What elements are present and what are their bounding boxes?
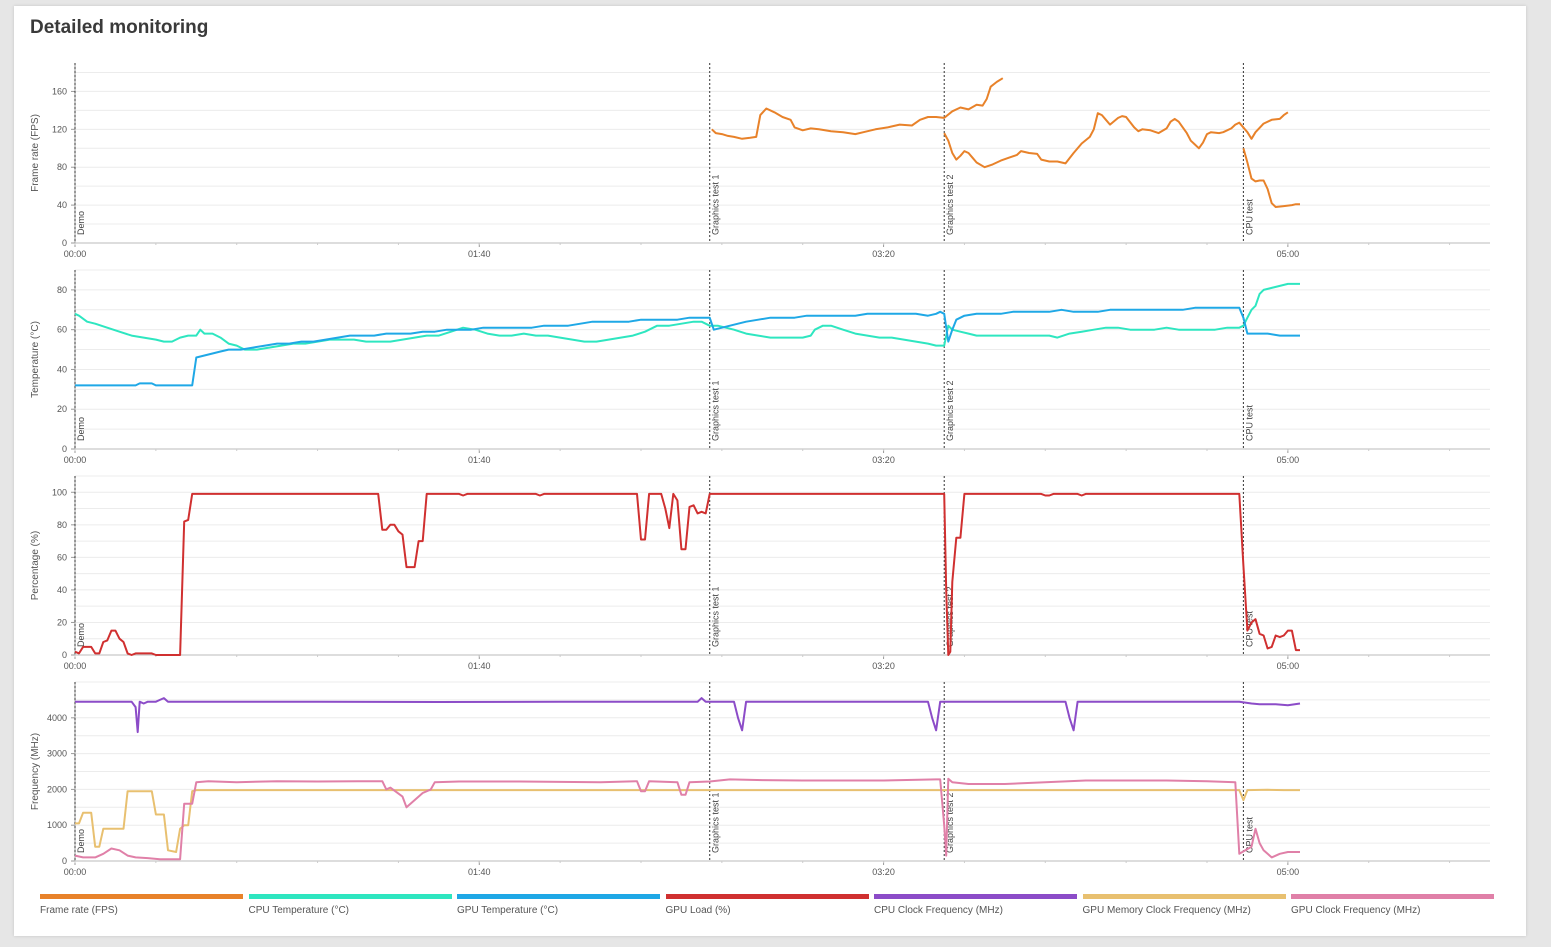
legend-item[interactable]: GPU Memory Clock Frequency (MHz) <box>1082 894 1286 916</box>
legend-swatch <box>457 894 660 899</box>
y-tick-label: 80 <box>57 520 67 530</box>
x-tick-label: 03:20 <box>872 867 895 877</box>
y-tick-label: 2000 <box>47 784 67 794</box>
chart-panel-3: 0 20 40 60 80 100 00:00 01:40 03:20 05:00 Percenta… <box>30 475 1490 671</box>
y-tick-label: 160 <box>52 86 67 96</box>
series-line <box>74 282 1300 351</box>
legend-swatch <box>248 894 452 899</box>
y-tick-label: 20 <box>57 617 67 627</box>
legend-item[interactable]: CPU Temperature (°C) <box>248 894 452 916</box>
legend-item[interactable]: GPU Load (%) <box>665 894 869 916</box>
test-marker-label: Graphics test 2 <box>945 792 955 853</box>
legend-item[interactable]: GPU Clock Frequency (MHz) <box>1291 894 1494 916</box>
y-tick-label: 40 <box>57 585 67 595</box>
x-tick-label: 03:20 <box>872 661 895 671</box>
chart-panel-1: 0 40 80 120 160 00:00 01:40 03:20 05:00 Frame rat… <box>30 63 1490 259</box>
legend-item[interactable]: Frame rate (FPS) <box>40 894 243 916</box>
y-tick-label: 3000 <box>47 749 67 759</box>
y-axis-label: Percentage (%) <box>30 531 41 600</box>
legend-label: GPU Load (%) <box>665 905 731 916</box>
test-marker-label: CPU test <box>1244 404 1254 441</box>
legend-item[interactable]: CPU Clock Frequency (MHz) <box>874 894 1077 916</box>
series-line <box>943 111 1289 169</box>
y-tick-label: 60 <box>57 552 67 562</box>
x-tick-label: 00:00 <box>64 661 87 671</box>
legend-label: CPU Temperature (°C) <box>248 905 350 916</box>
y-tick-label: 0 <box>62 856 67 866</box>
y-tick-label: 120 <box>52 124 67 134</box>
chart-panel-4: 0 1000 2000 3000 4000 00:00 01:40 03:20 05:00 Fre… <box>30 681 1490 877</box>
legend-label: Frame rate (FPS) <box>40 905 118 916</box>
x-tick-label: 05:00 <box>1277 867 1300 877</box>
test-marker-label: CPU test <box>1244 198 1254 235</box>
x-tick-label: 03:20 <box>872 249 895 259</box>
x-tick-label: 01:40 <box>468 661 491 671</box>
legend: Frame rate (FPS) CPU Temperature (°C) GPU … <box>40 894 1500 924</box>
legend-swatch <box>665 894 869 899</box>
y-axis-label: Temperature (°C) <box>30 321 41 398</box>
legend-label: GPU Temperature (°C) <box>457 905 559 916</box>
y-tick-label: 20 <box>57 404 67 414</box>
y-tick-label: 60 <box>57 325 67 335</box>
chart-panel-2: 0 20 40 60 80 00:00 01:40 03:20 05:00 Temperature… <box>30 269 1490 465</box>
series-line <box>75 788 1300 853</box>
test-marker-label: Graphics test 1 <box>711 174 721 235</box>
x-tick-label: 00:00 <box>64 249 87 259</box>
test-marker-label: Graphics test 2 <box>945 174 955 235</box>
test-marker-label: Demo <box>76 417 86 441</box>
series-line <box>74 777 1300 861</box>
legend-swatch <box>1291 894 1494 899</box>
y-axis-label: Frame rate (FPS) <box>30 114 41 192</box>
legend-swatch <box>40 894 243 899</box>
test-marker-label: Graphics test 1 <box>711 586 721 647</box>
y-tick-label: 1000 <box>47 820 67 830</box>
y-tick-label: 80 <box>57 162 67 172</box>
y-axis-label: Frequency (MHz) <box>30 733 41 810</box>
test-marker-label: Demo <box>76 829 86 853</box>
x-tick-label: 00:00 <box>64 867 87 877</box>
test-marker-label: CPU test <box>1244 816 1254 853</box>
series-line <box>74 492 1300 656</box>
legend-swatch <box>874 894 1077 899</box>
series-line <box>75 306 1300 387</box>
test-marker-label: Graphics test 2 <box>945 380 955 441</box>
test-marker-label: Demo <box>76 623 86 647</box>
legend-label: GPU Clock Frequency (MHz) <box>1291 905 1421 916</box>
legend-label: CPU Clock Frequency (MHz) <box>874 905 1003 916</box>
page-title: Detailed monitoring <box>30 17 209 38</box>
y-tick-label: 100 <box>52 487 67 497</box>
test-marker-label: Graphics test 1 <box>711 380 721 441</box>
y-tick-label: 80 <box>57 285 67 295</box>
series-line <box>75 697 1301 734</box>
legend-label: GPU Memory Clock Frequency (MHz) <box>1082 905 1251 916</box>
x-tick-label: 03:20 <box>872 455 895 465</box>
y-tick-label: 0 <box>62 444 67 454</box>
y-tick-label: 0 <box>62 238 67 248</box>
test-marker-label: Graphics test 2 <box>945 586 955 647</box>
series-line <box>711 77 1004 140</box>
legend-swatch <box>1082 894 1286 899</box>
x-tick-label: 01:40 <box>468 249 491 259</box>
y-tick-label: 40 <box>57 200 67 210</box>
x-tick-label: 00:00 <box>64 455 87 465</box>
legend-item[interactable]: GPU Temperature (°C) <box>457 894 660 916</box>
y-tick-label: 4000 <box>47 713 67 723</box>
test-marker-label: Demo <box>76 211 86 235</box>
series-line <box>1242 148 1300 208</box>
x-tick-label: 05:00 <box>1277 249 1300 259</box>
test-marker-label: Graphics test 1 <box>711 792 721 853</box>
x-tick-label: 05:00 <box>1277 661 1300 671</box>
x-tick-label: 01:40 <box>468 455 491 465</box>
x-tick-label: 05:00 <box>1277 455 1300 465</box>
y-tick-label: 0 <box>62 650 67 660</box>
x-tick-label: 01:40 <box>468 867 491 877</box>
y-tick-label: 40 <box>57 364 67 374</box>
